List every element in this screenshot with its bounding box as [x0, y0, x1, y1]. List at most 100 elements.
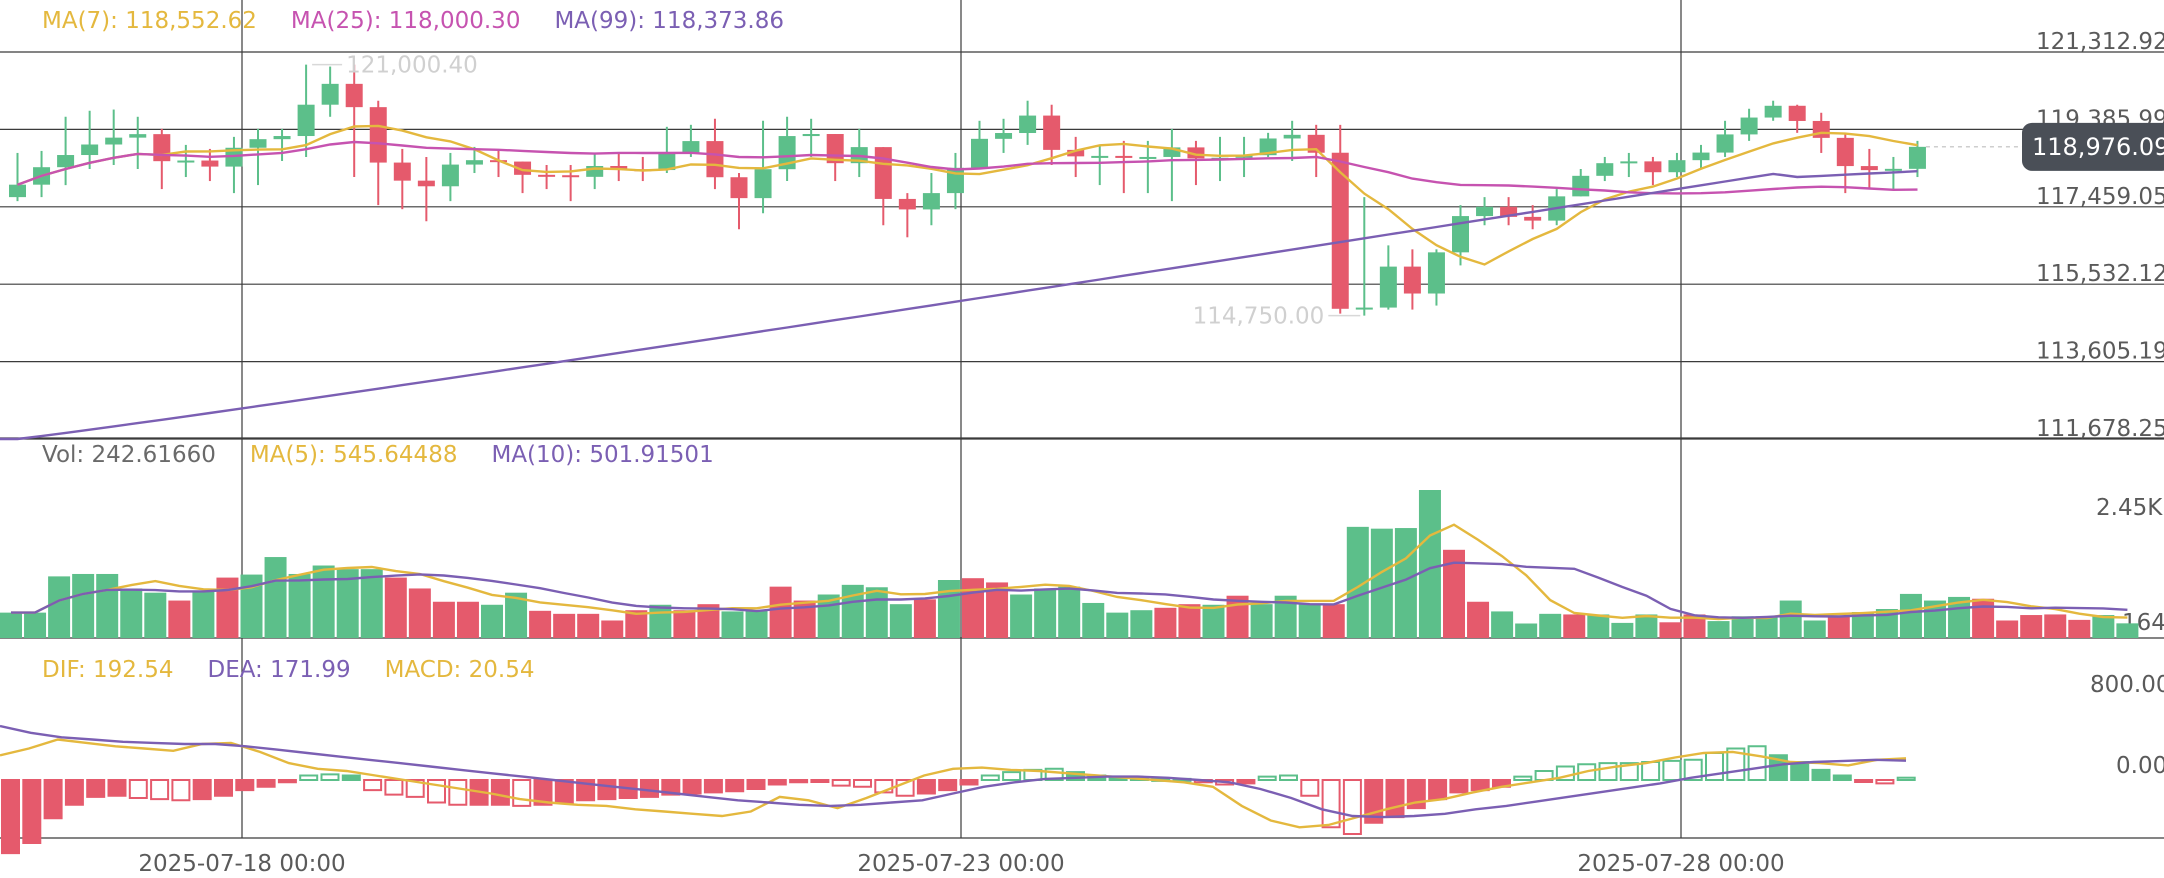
volume-bar	[1803, 620, 1826, 638]
macd-bar	[363, 779, 383, 792]
volume-bar	[553, 613, 576, 638]
candle-body	[1524, 216, 1542, 221]
candle-body	[1139, 156, 1157, 159]
macd-legend: DIF: 192.54 DEA: 171.99 MACD: 20.54	[42, 657, 534, 683]
volume-bar	[2020, 615, 2043, 638]
candle-body	[1836, 137, 1854, 167]
candle-body	[1355, 307, 1373, 310]
volume-ma10-legend: MA(10): 501.91501	[491, 442, 714, 468]
volume-bar	[1851, 612, 1874, 638]
macd-bar	[341, 774, 361, 781]
macd-bar	[277, 779, 297, 784]
candle-body	[465, 160, 483, 165]
candle-body	[1740, 117, 1758, 135]
volume-bar	[1491, 611, 1514, 638]
macd-bar	[171, 779, 191, 802]
candle-body	[922, 193, 940, 210]
volume-bar	[1058, 586, 1081, 638]
volume-bar	[577, 613, 600, 638]
volume-bar	[1683, 614, 1706, 638]
candle-body	[369, 107, 387, 163]
candle-body	[1692, 152, 1710, 161]
volume-bar	[72, 573, 95, 638]
macd-bar	[554, 779, 574, 804]
last-price-badge	[2022, 122, 2164, 171]
high-annotation: 121,000.40	[346, 53, 478, 79]
candle-body	[971, 138, 988, 168]
volume-bar	[745, 610, 768, 638]
candle-body	[802, 134, 820, 137]
macd-bar	[43, 779, 63, 820]
macd-bar	[1, 779, 20, 855]
macd-bar	[448, 779, 468, 806]
candle-body	[1596, 163, 1614, 176]
ma99-legend: MA(99): 118,373.86	[554, 8, 784, 34]
candle-body	[273, 136, 291, 140]
volume-bar	[240, 574, 263, 638]
time-axis-label: 2025-07-23 00:00	[857, 851, 1064, 877]
candle-body	[874, 147, 892, 199]
macd-bar	[1385, 779, 1405, 819]
macd-bar	[320, 773, 340, 781]
macd-bar	[682, 779, 702, 795]
volume-bar	[865, 587, 888, 638]
candle-body	[1283, 134, 1301, 139]
volume-bar	[1779, 600, 1802, 638]
candle-body	[1043, 115, 1061, 150]
candle-body	[1812, 120, 1830, 138]
volume-bar	[673, 610, 696, 638]
candle-body	[1788, 105, 1806, 121]
candle-body	[562, 175, 580, 178]
candle-body	[586, 165, 604, 177]
volume-bar	[336, 569, 359, 638]
macd-bar	[1747, 745, 1767, 781]
volume-bar	[986, 582, 1009, 638]
candle-body	[538, 174, 556, 177]
dea-legend: DEA: 171.99	[207, 657, 351, 683]
time-axis-label: 2025-07-18 00:00	[138, 851, 345, 877]
candle-body	[417, 180, 435, 187]
volume-bar	[120, 588, 143, 638]
candle-body	[393, 162, 411, 181]
macd-bar	[1449, 779, 1469, 794]
candle-body	[441, 164, 459, 187]
volume-bar	[1443, 549, 1465, 638]
volume-bar	[1154, 607, 1177, 638]
candle-body	[1019, 115, 1037, 134]
volume-bar	[481, 604, 503, 638]
grid-lines	[0, 0, 2164, 839]
volume-bar	[1202, 604, 1225, 638]
macd-bar	[235, 779, 255, 792]
ma25-legend: MA(25): 118,000.30	[290, 8, 521, 34]
volume-bar	[505, 592, 528, 638]
macd-bar	[789, 779, 809, 784]
macd-bar	[725, 779, 745, 793]
candle-body	[345, 83, 363, 108]
candle-body	[1259, 138, 1277, 156]
candle-body	[105, 137, 123, 145]
candle-body	[9, 184, 26, 198]
macd-bar	[1641, 761, 1661, 781]
volume-bar	[962, 578, 984, 638]
volume-axis-label: 2.45K	[2096, 495, 2163, 521]
candle-body	[1764, 105, 1782, 118]
candle-body	[1067, 149, 1085, 157]
macd-bar	[512, 779, 532, 807]
candle-body	[153, 134, 171, 162]
volume-bar	[1346, 526, 1369, 638]
candle-body	[81, 144, 99, 156]
macd-bar	[1002, 771, 1022, 781]
volume-bar	[793, 600, 816, 638]
volume-bar	[192, 590, 215, 638]
candle-body	[706, 141, 724, 178]
volume-bar	[1899, 593, 1922, 638]
macd-bar	[64, 779, 84, 806]
candle-body	[1427, 252, 1445, 294]
volume-bar	[1178, 604, 1201, 638]
macd-bar	[916, 779, 936, 795]
volume-bar	[769, 586, 792, 638]
volume-bar	[1467, 601, 1490, 638]
candle-body	[1187, 147, 1205, 159]
volume-bar	[1130, 610, 1153, 638]
